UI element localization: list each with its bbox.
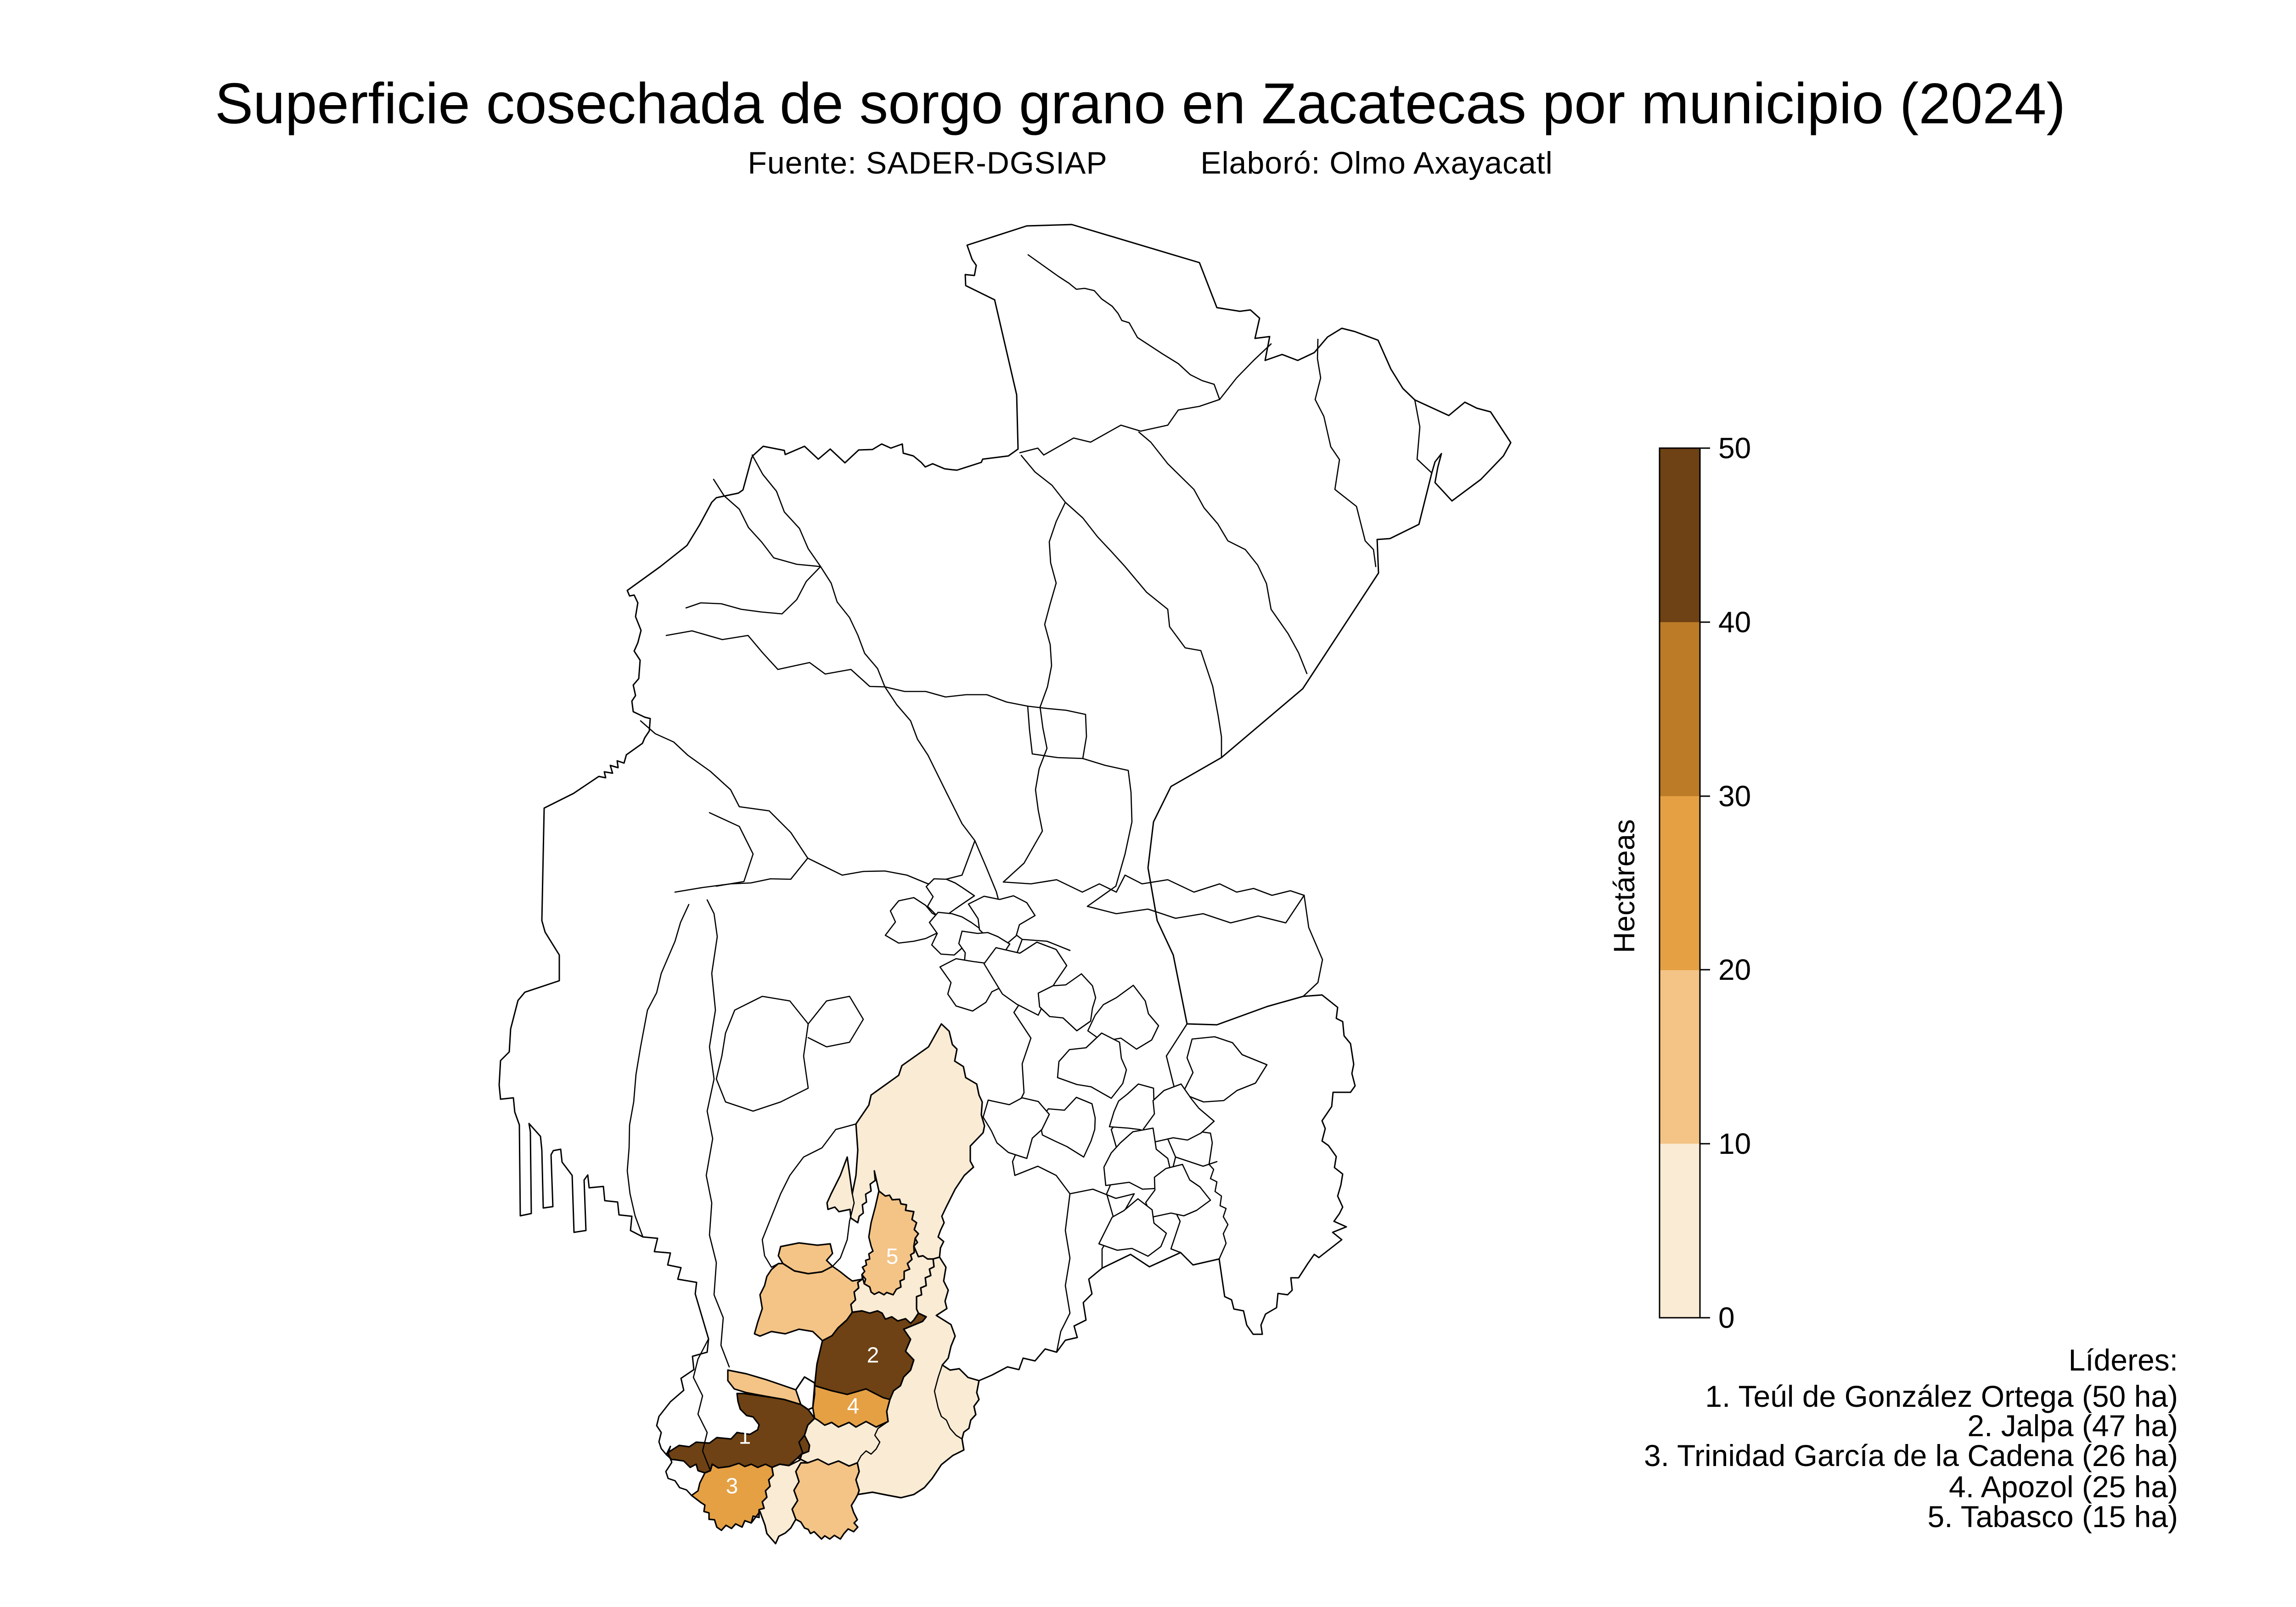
- svg-text:10: 10: [1718, 1127, 1751, 1160]
- svg-text:2: 2: [867, 1343, 879, 1368]
- svg-text:30: 30: [1718, 780, 1751, 813]
- svg-text:1: 1: [739, 1425, 751, 1449]
- svg-text:20: 20: [1718, 953, 1751, 986]
- svg-text:0: 0: [1718, 1301, 1735, 1334]
- svg-text:Hectáreas: Hectáreas: [1608, 819, 1641, 953]
- svg-text:5: 5: [886, 1245, 899, 1269]
- svg-text:3: 3: [726, 1474, 738, 1499]
- svg-text:50: 50: [1718, 432, 1751, 465]
- svg-text:40: 40: [1718, 606, 1751, 639]
- svg-text:4: 4: [847, 1394, 860, 1419]
